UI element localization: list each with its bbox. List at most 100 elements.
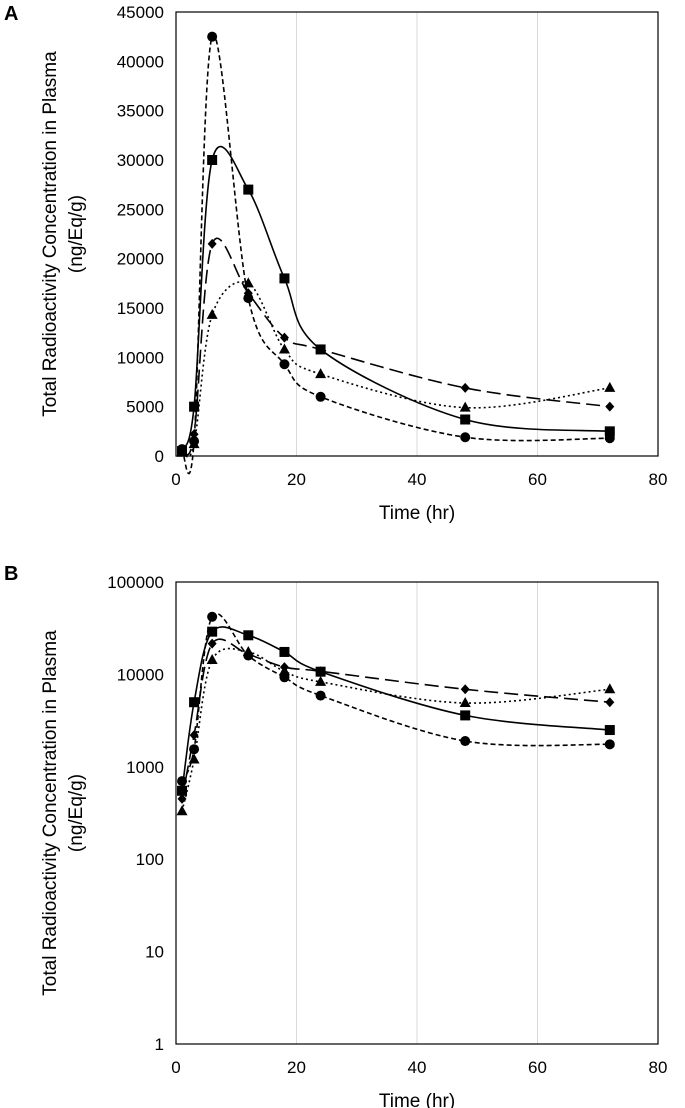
series-line-diamond	[181, 638, 610, 799]
data-point-square	[207, 155, 218, 165]
y-tick-label: 1000	[126, 758, 164, 777]
data-point-circle	[177, 776, 188, 787]
x-tick-label: 80	[649, 470, 668, 489]
y-axis-label: (ng/Eq/g)	[66, 195, 87, 273]
data-point-triangle	[176, 446, 188, 457]
data-point-square	[189, 401, 200, 412]
data-point-triangle	[206, 654, 218, 665]
data-point-circle	[207, 611, 218, 622]
data-point-square	[177, 785, 188, 796]
data-point-triangle	[188, 753, 200, 764]
x-tick-label: 0	[171, 1058, 180, 1077]
series-line-triangle	[181, 647, 610, 812]
data-point-triangle	[206, 308, 218, 319]
x-tick-label: 40	[408, 470, 427, 489]
y-tick-label: 5000	[126, 398, 164, 417]
y-tick-label: 25000	[117, 200, 164, 219]
data-point-diamond	[316, 344, 326, 355]
data-point-square	[604, 426, 615, 437]
data-point-diamond	[189, 730, 199, 741]
y-tick-label: 10	[145, 943, 164, 962]
data-point-square	[207, 626, 218, 637]
data-point-triangle	[459, 697, 471, 708]
chart-panel-a: 0 20 40 60 80 0 5000 10000 15000 20000 25000 30000 3…	[40, 3, 667, 524]
data-point-square	[243, 184, 254, 195]
data-point-triangle	[176, 805, 188, 816]
data-point-diamond	[460, 382, 470, 393]
data-point-diamond	[189, 429, 199, 440]
series-line-circle	[181, 34, 610, 475]
data-point-diamond	[279, 332, 289, 343]
panel-letter-a: A	[4, 3, 18, 25]
x-axis-label: Time (hr)	[379, 1091, 455, 1108]
data-point-triangle	[278, 343, 290, 354]
data-point-circle	[604, 739, 615, 750]
data-point-diamond	[316, 666, 326, 677]
data-point-circle	[315, 391, 326, 402]
x-tick-label: 60	[528, 1058, 547, 1077]
data-point-circle	[207, 31, 218, 42]
y-tick-label: 10000	[117, 348, 164, 367]
data-point-triangle	[604, 381, 616, 392]
y-tick-label: 20000	[117, 250, 164, 269]
data-point-square	[189, 697, 200, 708]
y-tick-label: 100000	[107, 573, 164, 592]
data-point-triangle	[604, 683, 616, 694]
plot-frame	[175, 581, 659, 1045]
y-tick-label: 35000	[117, 102, 164, 121]
x-tick-label: 40	[408, 1058, 427, 1077]
chart-panel-b: 0 20 40 60 80 1 10 100 1000 10000 100000 Time (hr) T…	[40, 573, 667, 1108]
data-point-square	[279, 273, 290, 284]
y-tick-label: 40000	[117, 52, 164, 71]
data-point-diamond	[207, 638, 217, 649]
series-square	[177, 626, 615, 796]
data-point-triangle	[315, 675, 327, 686]
x-tick-label: 20	[287, 1058, 306, 1077]
data-point-diamond	[605, 401, 615, 412]
data-point-square	[460, 710, 471, 721]
series-circle	[177, 611, 615, 787]
y-axis-label: Total Radioactivity Concentration in Pla…	[40, 51, 61, 417]
data-point-diamond	[243, 288, 253, 299]
data-point-triangle	[278, 665, 290, 676]
data-point-triangle	[315, 368, 327, 379]
data-point-circle	[604, 433, 615, 444]
data-point-triangle	[242, 645, 254, 656]
series-circle	[177, 31, 615, 475]
x-axis-label: Time (hr)	[379, 503, 455, 524]
x-tick-label: 20	[287, 470, 306, 489]
y-tick-label: 30000	[117, 151, 164, 170]
data-point-circle	[315, 690, 326, 701]
series-line-diamond	[181, 237, 610, 456]
y-tick-label: 45000	[117, 3, 164, 22]
series-triangle	[176, 277, 616, 458]
y-axis-label: (ng/Eq/g)	[66, 774, 87, 852]
x-tick-label: 0	[171, 470, 180, 489]
data-point-diamond	[207, 238, 217, 249]
data-point-diamond	[605, 697, 615, 708]
panel-letter-b: B	[4, 563, 18, 585]
y-tick-label: 0	[155, 447, 164, 466]
data-point-square	[279, 646, 290, 657]
plot-frame	[175, 11, 659, 457]
series-triangle	[176, 645, 616, 816]
data-point-triangle	[459, 401, 471, 412]
data-point-circle	[279, 359, 290, 370]
x-tick-label: 80	[649, 1058, 668, 1077]
data-point-diamond	[460, 684, 470, 695]
data-point-square	[604, 725, 615, 736]
data-point-circle	[460, 432, 471, 443]
series-square	[177, 145, 615, 457]
series-diamond	[177, 638, 615, 804]
data-point-circle	[460, 736, 471, 747]
y-tick-label: 15000	[117, 299, 164, 318]
data-point-triangle	[188, 438, 200, 449]
x-tick-label: 60	[528, 470, 547, 489]
y-axis-label: Total Radioactivity Concentration in Pla…	[40, 630, 61, 996]
y-tick-label: 1	[155, 1035, 164, 1054]
y-tick-label: 100	[136, 850, 164, 869]
data-point-triangle	[242, 277, 254, 288]
data-point-square	[460, 414, 471, 425]
data-point-square	[243, 630, 254, 641]
